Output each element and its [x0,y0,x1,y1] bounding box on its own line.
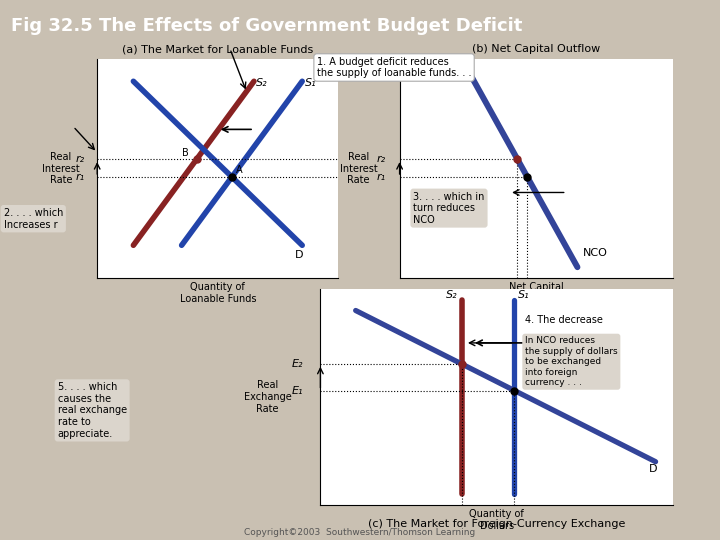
Text: 5. . . . which
causes the
real exchange
rate to
appreciate.: 5. . . . which causes the real exchange … [58,382,127,438]
Text: Real
Interest
Rate: Real Interest Rate [42,152,80,185]
Text: (c) The Market for Foreign-Currency Exchange: (c) The Market for Foreign-Currency Exch… [368,519,626,530]
Text: Real
Interest
Rate: Real Interest Rate [340,152,377,185]
Text: B: B [182,148,189,158]
Text: A: A [235,165,242,175]
Text: r₁: r₁ [377,172,386,182]
Text: E₂: E₂ [292,359,302,369]
Text: S₁: S₁ [305,78,316,87]
Text: Copyright©2003  Southwestern/Thomson Learning: Copyright©2003 Southwestern/Thomson Lear… [244,528,476,537]
X-axis label: Quantity of
Dollars: Quantity of Dollars [469,509,524,531]
Text: In NCO reduces
the supply of dollars
to be exchanged
into foreign
currency . . .: In NCO reduces the supply of dollars to … [525,336,618,387]
Text: NCO: NCO [583,248,608,258]
Title: (b) Net Capital Outflow: (b) Net Capital Outflow [472,44,600,55]
Text: 4. The decrease: 4. The decrease [525,315,603,325]
Text: Fig 32.5 The Effects of Government Budget Deficit: Fig 32.5 The Effects of Government Budge… [11,17,522,35]
Text: S₂: S₂ [256,78,268,87]
Text: Real
Exchange
Rate: Real Exchange Rate [243,380,292,414]
Text: D: D [649,464,657,475]
Title: (a) The Market for Loanable Funds: (a) The Market for Loanable Funds [122,44,313,55]
Text: r₂: r₂ [377,154,386,164]
Text: 3. . . . which in
turn reduces
NCO: 3. . . . which in turn reduces NCO [413,192,485,225]
X-axis label: Net Capital
Outflow: Net Capital Outflow [509,282,564,304]
Text: 2. . . . which
Increases r: 2. . . . which Increases r [4,208,63,230]
Text: S₂: S₂ [446,289,458,300]
Text: D: D [295,251,304,260]
X-axis label: Quantity of
Loanable Funds: Quantity of Loanable Funds [179,282,256,304]
Text: 1. A budget deficit reduces
the supply of loanable funds. . .: 1. A budget deficit reduces the supply o… [317,57,472,78]
Text: r₁: r₁ [76,172,85,182]
Text: S₁: S₁ [518,289,530,300]
Text: r₂: r₂ [76,154,85,164]
Text: E₁: E₁ [292,386,302,395]
